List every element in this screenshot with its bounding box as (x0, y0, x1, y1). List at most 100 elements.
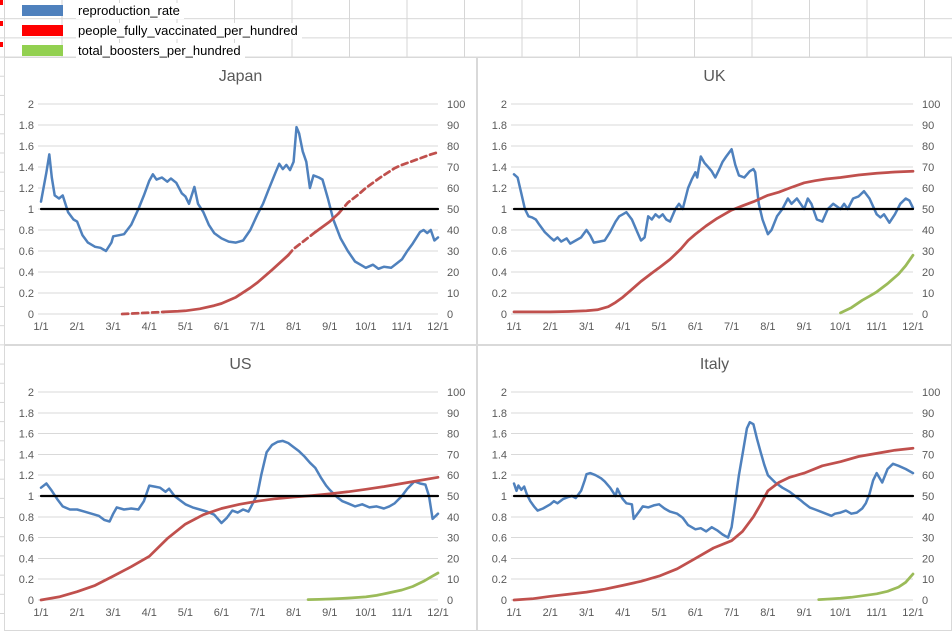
svg-text:1.4: 1.4 (19, 449, 34, 461)
legend-label: reproduction_rate (76, 2, 184, 19)
svg-text:8/1: 8/1 (286, 321, 301, 333)
svg-text:60: 60 (922, 183, 934, 195)
chart-title-italy: Italy (699, 356, 730, 373)
svg-text:80: 80 (922, 141, 934, 153)
svg-text:0.4: 0.4 (492, 267, 507, 279)
total_boosters_per_hundred-line (306, 571, 440, 601)
svg-text:6/1: 6/1 (688, 607, 703, 619)
svg-text:0.8: 0.8 (492, 512, 507, 524)
svg-text:50: 50 (447, 491, 459, 503)
svg-text:0: 0 (28, 595, 34, 607)
legend-item-reproduction-rate: reproduction_rate (4, 1, 184, 20)
svg-text:90: 90 (447, 120, 459, 132)
svg-text:3/1: 3/1 (579, 321, 594, 333)
svg-text:20: 20 (922, 267, 934, 279)
svg-text:20: 20 (922, 553, 934, 565)
svg-text:1.4: 1.4 (492, 162, 507, 174)
svg-text:4/1: 4/1 (615, 321, 630, 333)
svg-text:0.6: 0.6 (19, 533, 34, 545)
svg-text:0: 0 (922, 309, 928, 321)
svg-text:2: 2 (501, 99, 507, 111)
svg-text:12/1: 12/1 (427, 607, 448, 619)
svg-text:0: 0 (447, 595, 453, 607)
svg-text:20: 20 (447, 553, 459, 565)
svg-text:70: 70 (922, 449, 934, 461)
chart-us: US 2 100 1.8 90 1.6 80 1.4 70 1.2 60 1 50 0.8 40 0.6 30… (4, 345, 477, 631)
svg-text:50: 50 (447, 204, 459, 216)
svg-text:1/1: 1/1 (506, 321, 521, 333)
svg-text:1.2: 1.2 (492, 470, 507, 482)
svg-text:20: 20 (447, 267, 459, 279)
svg-text:12/1: 12/1 (902, 607, 923, 619)
svg-text:70: 70 (922, 162, 934, 174)
legend-swatch-red (22, 25, 63, 36)
svg-text:100: 100 (922, 387, 940, 399)
svg-text:0.8: 0.8 (19, 512, 34, 524)
svg-text:11/1: 11/1 (866, 607, 887, 619)
row-marker-icon (0, 42, 3, 47)
svg-text:9/1: 9/1 (797, 607, 812, 619)
chart-uk: UK 2 100 1.8 90 1.6 80 1.4 70 1.2 60 1 50 0.8 40 0.6 30… (477, 57, 952, 345)
svg-text:1.4: 1.4 (492, 449, 507, 461)
svg-text:50: 50 (922, 204, 934, 216)
legend-swatch-blue (22, 5, 63, 16)
svg-text:100: 100 (447, 99, 465, 111)
legend-label: total_boosters_per_hundred (76, 42, 245, 59)
svg-text:100: 100 (447, 387, 465, 399)
svg-text:0.4: 0.4 (492, 553, 507, 565)
svg-text:1.6: 1.6 (492, 429, 507, 441)
svg-text:2/1: 2/1 (69, 321, 84, 333)
svg-text:1.8: 1.8 (492, 120, 507, 132)
svg-text:10/1: 10/1 (355, 607, 376, 619)
svg-text:0.4: 0.4 (19, 267, 34, 279)
svg-text:2/1: 2/1 (69, 607, 84, 619)
svg-text:0.2: 0.2 (492, 574, 507, 586)
svg-text:11/1: 11/1 (392, 607, 413, 619)
svg-text:90: 90 (922, 408, 934, 420)
svg-text:0.4: 0.4 (19, 553, 34, 565)
svg-text:0: 0 (447, 309, 453, 321)
svg-text:9/1: 9/1 (322, 607, 337, 619)
svg-text:6/1: 6/1 (214, 607, 229, 619)
svg-text:11/1: 11/1 (866, 321, 887, 333)
svg-text:1.2: 1.2 (492, 183, 507, 195)
svg-text:10/1: 10/1 (355, 321, 376, 333)
svg-text:1.8: 1.8 (19, 408, 34, 420)
svg-text:60: 60 (447, 183, 459, 195)
reproduction_rate-line (39, 439, 440, 525)
svg-text:10: 10 (922, 574, 934, 586)
svg-text:1.6: 1.6 (19, 429, 34, 441)
people_fully_vaccinated_per_hundred-line (39, 475, 440, 602)
svg-text:40: 40 (922, 225, 934, 237)
svg-text:80: 80 (447, 429, 459, 441)
svg-text:12/1: 12/1 (427, 321, 448, 333)
svg-text:10/1: 10/1 (830, 321, 851, 333)
svg-text:0.6: 0.6 (492, 533, 507, 545)
svg-text:1/1: 1/1 (33, 607, 48, 619)
legend-swatch-green (22, 45, 63, 56)
svg-text:8/1: 8/1 (760, 607, 775, 619)
svg-text:10: 10 (922, 288, 934, 300)
svg-text:7/1: 7/1 (250, 321, 265, 333)
legend-item-fully-vaccinated: people_fully_vaccinated_per_hundred (4, 21, 302, 40)
svg-text:10: 10 (447, 288, 459, 300)
svg-text:8/1: 8/1 (760, 321, 775, 333)
svg-text:8/1: 8/1 (286, 607, 301, 619)
row-marker-icon (0, 21, 3, 26)
svg-text:30: 30 (922, 533, 934, 545)
svg-text:9/1: 9/1 (797, 321, 812, 333)
svg-text:5/1: 5/1 (651, 321, 666, 333)
svg-text:60: 60 (447, 470, 459, 482)
svg-text:1/1: 1/1 (506, 607, 521, 619)
svg-text:1.2: 1.2 (19, 470, 34, 482)
gridlines (38, 103, 438, 315)
svg-text:1.6: 1.6 (19, 141, 34, 153)
svg-text:3/1: 3/1 (579, 607, 594, 619)
svg-text:100: 100 (922, 99, 940, 111)
svg-text:50: 50 (922, 491, 934, 503)
chart-japan: Japan 2 100 1.8 90 1.6 80 1.4 70 1.2 60 1 50 0.8 40 0.… (4, 57, 477, 345)
svg-text:5/1: 5/1 (178, 607, 193, 619)
